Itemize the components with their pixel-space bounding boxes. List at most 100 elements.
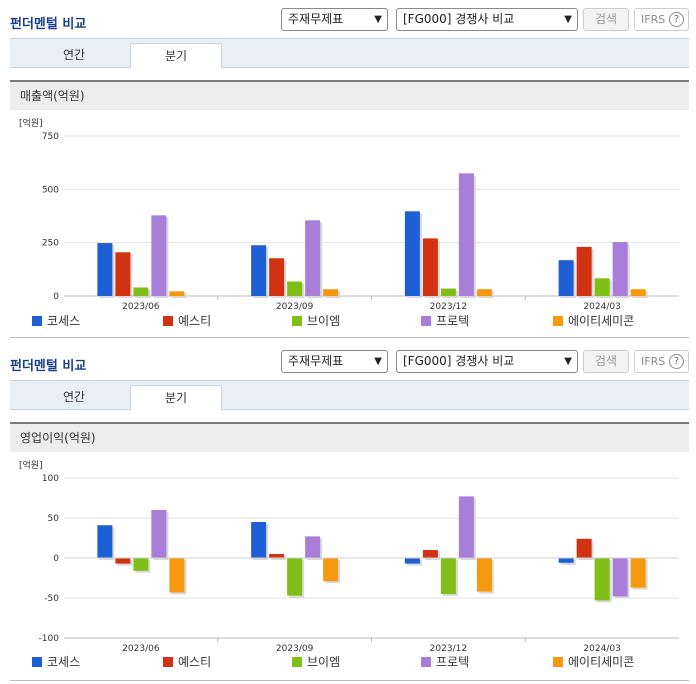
bar[interactable] [115, 252, 131, 296]
y-tick-label: 100 [42, 474, 59, 484]
x-tick-label: 2024/03 [583, 302, 620, 312]
bar[interactable] [576, 246, 592, 296]
legend-label: 브이엠 [307, 314, 340, 328]
bar[interactable] [133, 558, 149, 571]
legend-item[interactable]: 프로텍 [421, 314, 469, 328]
bar[interactable] [440, 288, 456, 296]
fundamental-panel-operating-profit: 펀더멘털 비교 주재무제표 ▼ [FG000] 경쟁사 비교 ▼ 검색 IFRS? … [0, 342, 696, 684]
ifrs-label: IFRS [641, 13, 666, 26]
statement-select-value: 주재무제표 [288, 354, 344, 368]
bar[interactable] [612, 242, 628, 296]
bar[interactable] [594, 278, 610, 296]
bar[interactable] [630, 289, 646, 296]
ifrs-button[interactable]: IFRS? [634, 350, 689, 373]
bar[interactable] [97, 525, 113, 558]
chevron-down-icon: ▼ [374, 14, 382, 25]
bar[interactable] [97, 243, 113, 296]
ifrs-button[interactable]: IFRS? [634, 8, 689, 31]
bar[interactable] [169, 558, 185, 593]
bar[interactable] [458, 496, 474, 558]
bar[interactable] [287, 558, 303, 596]
bar[interactable] [323, 558, 339, 582]
legend-swatch [292, 316, 302, 326]
bar[interactable] [251, 245, 267, 296]
fundamental-panel-revenue: 펀더멘털 비교 주재무제표 ▼ [FG000] 경쟁사 비교 ▼ 검색 IFRS? … [0, 0, 696, 340]
tab-quarter[interactable]: 분기 [130, 385, 222, 411]
operating-profit-chart: [억원] -100 -50 0 50 100 2023/06 2023/09 2023/12 20… [19, 459, 679, 669]
x-tick-label: 2023/12 [430, 302, 467, 312]
legend-swatch [32, 657, 42, 667]
compare-select[interactable]: [FG000] 경쟁사 비교 ▼ [396, 8, 578, 31]
bar[interactable] [440, 558, 456, 594]
bar[interactable] [594, 558, 610, 601]
y-tick-label: -50 [44, 594, 59, 604]
legend-swatch [163, 657, 173, 667]
y-tick-label: -100 [39, 634, 60, 644]
search-button[interactable]: 검색 [583, 8, 629, 31]
statement-select-value: 주재무제표 [288, 12, 344, 26]
bar[interactable] [476, 558, 492, 592]
bar[interactable] [305, 220, 321, 296]
bar[interactable] [558, 260, 574, 296]
legend-item[interactable]: 코세스 [32, 314, 80, 328]
bar[interactable] [422, 238, 438, 296]
legend-label: 코세스 [47, 655, 80, 669]
tab-annual[interactable]: 연간 [62, 390, 86, 404]
legend-swatch [421, 657, 431, 667]
legend-swatch [553, 316, 563, 326]
legend-item[interactable]: 브이엠 [292, 655, 340, 669]
unit-label: [억원] [19, 117, 43, 129]
help-icon[interactable]: ? [669, 12, 684, 27]
legend-label: 프로텍 [436, 655, 469, 669]
legend-item[interactable]: 코세스 [32, 655, 80, 669]
y-tick-label: 250 [42, 239, 59, 249]
legend-label: 코세스 [47, 314, 80, 328]
tab-quarter[interactable]: 분기 [130, 43, 222, 69]
panel-title: 펀더멘털 비교 [10, 17, 87, 32]
statement-select[interactable]: 주재무제표 ▼ [281, 350, 388, 373]
compare-select-value: [FG000] 경쟁사 비교 [403, 354, 515, 368]
legend-item[interactable]: 브이엠 [292, 314, 340, 328]
x-tick-label: 2023/09 [276, 644, 314, 654]
search-button[interactable]: 검색 [583, 350, 629, 373]
tab-annual[interactable]: 연간 [62, 48, 86, 62]
bar[interactable] [576, 538, 592, 558]
legend-swatch [292, 657, 302, 667]
legend-item[interactable]: 에이티세미콘 [553, 314, 634, 328]
bar[interactable] [169, 291, 185, 296]
help-icon[interactable]: ? [669, 354, 684, 369]
panel-header: 펀더멘털 비교 주재무제표 ▼ [FG000] 경쟁사 비교 ▼ 검색 IFRS? [0, 342, 696, 380]
legend-item[interactable]: 예스티 [163, 655, 211, 669]
y-tick-label: 500 [42, 185, 59, 195]
bar[interactable] [305, 536, 321, 558]
legend-item[interactable]: 프로텍 [421, 655, 469, 669]
panel-header: 펀더멘털 비교 주재무제표 ▼ [FG000] 경쟁사 비교 ▼ 검색 IFRS? [0, 0, 696, 38]
unit-label: [억원] [19, 459, 43, 471]
bar[interactable] [269, 554, 285, 558]
bar[interactable] [323, 289, 339, 296]
legend-swatch [32, 316, 42, 326]
bar[interactable] [404, 558, 420, 564]
bar[interactable] [612, 558, 628, 597]
bar[interactable] [251, 522, 267, 558]
bar[interactable] [133, 287, 149, 296]
bar[interactable] [630, 558, 646, 588]
bar[interactable] [422, 550, 438, 558]
bar[interactable] [558, 558, 574, 563]
bar[interactable] [476, 289, 492, 296]
bar[interactable] [287, 281, 303, 296]
bar[interactable] [151, 215, 167, 296]
bar[interactable] [269, 258, 285, 296]
legend-item[interactable]: 에이티세미콘 [553, 655, 634, 669]
bar[interactable] [458, 173, 474, 296]
y-tick-label: 750 [42, 132, 59, 142]
x-tick-label: 2023/12 [430, 644, 467, 654]
period-tabs: 연간 분기 [10, 38, 689, 69]
compare-select[interactable]: [FG000] 경쟁사 비교 ▼ [396, 350, 578, 373]
legend-item[interactable]: 예스티 [163, 314, 211, 328]
bar[interactable] [151, 510, 167, 558]
legend-swatch [163, 316, 173, 326]
statement-select[interactable]: 주재무제표 ▼ [281, 8, 388, 31]
bar[interactable] [115, 558, 131, 564]
bar[interactable] [404, 211, 420, 296]
